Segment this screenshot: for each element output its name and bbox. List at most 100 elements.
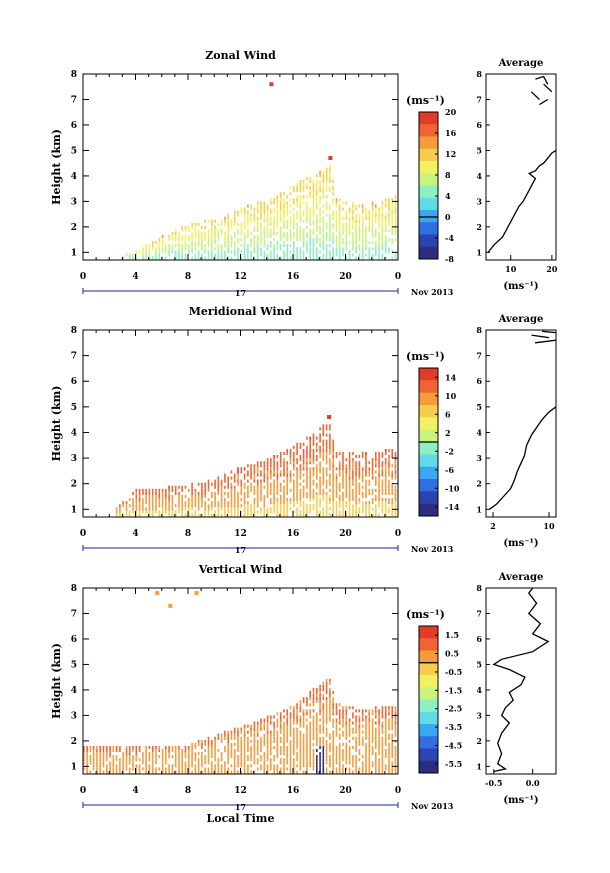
heatmap-cell [214, 232, 216, 236]
heatmap-cell [293, 451, 295, 455]
heatmap-cell [273, 455, 275, 459]
heatmap-cell [220, 739, 223, 743]
heatmap-cell [332, 712, 334, 716]
heatmap-cell [332, 232, 334, 236]
heatmap-cell [161, 510, 164, 514]
heatmap-cell [332, 724, 334, 728]
heatmap-cell [279, 718, 282, 722]
heatmap-cell [335, 482, 338, 486]
heatmap-cell [83, 758, 85, 762]
heatmap-cell [155, 770, 157, 774]
heatmap-cell [273, 730, 275, 734]
heatmap-cell [227, 479, 229, 483]
heatmap-cell [384, 739, 387, 743]
heatmap-cell [329, 476, 331, 480]
heatmap-cell [260, 488, 262, 492]
heatmap-cell [270, 767, 272, 771]
heatmap-cell [250, 504, 252, 508]
heatmap-cell [270, 207, 272, 211]
heatmap-cell [151, 755, 154, 759]
heatmap-cell [293, 495, 295, 499]
heatmap-cell [204, 742, 206, 746]
heatmap-cell [230, 222, 233, 226]
heatmap-cell [325, 703, 328, 707]
heatmap-cell [253, 736, 256, 740]
heatmap-cell [283, 458, 285, 462]
heatmap-cell [358, 467, 361, 471]
heatmap-cell [184, 501, 187, 505]
heatmap-cell [361, 210, 364, 214]
heatmap-cell [358, 216, 361, 220]
heatmap-cell [201, 501, 203, 505]
heatmap-cell [391, 210, 393, 214]
heatmap-cell [207, 510, 210, 514]
heatmap-cell [352, 238, 354, 242]
heatmap-cell [371, 256, 374, 260]
heatmap-cell [332, 752, 334, 756]
heatmap-cell [296, 736, 298, 740]
heatmap-cell [299, 736, 302, 740]
heatmap-cell [345, 473, 348, 477]
heatmap-cell [352, 504, 354, 508]
heatmap-cell [165, 761, 167, 765]
heatmap-cell [329, 216, 331, 220]
heatmap-cell [388, 458, 390, 462]
heatmap-cell [384, 485, 387, 489]
heatmap-cell [128, 746, 131, 750]
heatmap-cell [191, 491, 193, 495]
heatmap-cell [240, 746, 243, 750]
heatmap-cell [345, 758, 348, 762]
heatmap-cell [188, 488, 190, 492]
colorbar-segment [419, 148, 438, 162]
heatmap-cell [240, 482, 243, 486]
heatmap-cell [371, 210, 374, 214]
heatmap-cell [345, 709, 348, 713]
heatmap-cell [299, 445, 302, 449]
heatmap-cell [325, 232, 328, 236]
heatmap-cell [381, 507, 384, 511]
heatmap-cell [289, 238, 292, 242]
heatmap-cell [306, 758, 308, 762]
heatmap-cell [316, 180, 318, 184]
heatmap-cell [316, 198, 318, 202]
heatmap-cell [178, 235, 180, 239]
heatmap-cell [368, 739, 371, 743]
heatmap-cell [319, 186, 321, 190]
heatmap-cell [319, 488, 321, 492]
heatmap-cell [266, 488, 269, 492]
heatmap-cell [263, 764, 266, 768]
heatmap-cell [332, 479, 334, 483]
heatmap-cell [276, 767, 279, 771]
heatmap-cell [296, 210, 298, 214]
heatmap-cell [270, 222, 272, 226]
heatmap-cell [358, 470, 361, 474]
heatmap-cell [299, 207, 302, 211]
heatmap-cell [355, 244, 357, 248]
heatmap-cell [279, 458, 282, 462]
heatmap-cell [309, 690, 311, 694]
colorbar-segment [419, 479, 438, 492]
heatmap-cell [224, 498, 226, 502]
heatmap-cell [335, 473, 338, 477]
average-profile-segment [534, 339, 557, 344]
heatmap-cell [384, 749, 387, 753]
heatmap-cell [302, 755, 305, 759]
heatmap-cell [217, 235, 220, 239]
heatmap-cell [302, 491, 305, 495]
heatmap-cell [178, 238, 180, 242]
colorbar-segment [419, 687, 438, 700]
heatmap-cell [378, 495, 380, 499]
heatmap-cell [174, 758, 177, 762]
heatmap-cell [316, 204, 318, 208]
heatmap-cell [345, 501, 348, 505]
heatmap-cell [233, 755, 236, 759]
heatmap-cell [256, 733, 259, 737]
average-y-tick-label: 7 [476, 94, 482, 104]
heatmap-cell [151, 770, 154, 774]
heatmap-cell [309, 195, 311, 199]
heatmap-cell [273, 733, 275, 737]
heatmap-cell [214, 238, 216, 242]
heatmap-cell [197, 761, 200, 765]
heatmap-cell [306, 210, 308, 214]
heatmap-cell [338, 504, 341, 508]
